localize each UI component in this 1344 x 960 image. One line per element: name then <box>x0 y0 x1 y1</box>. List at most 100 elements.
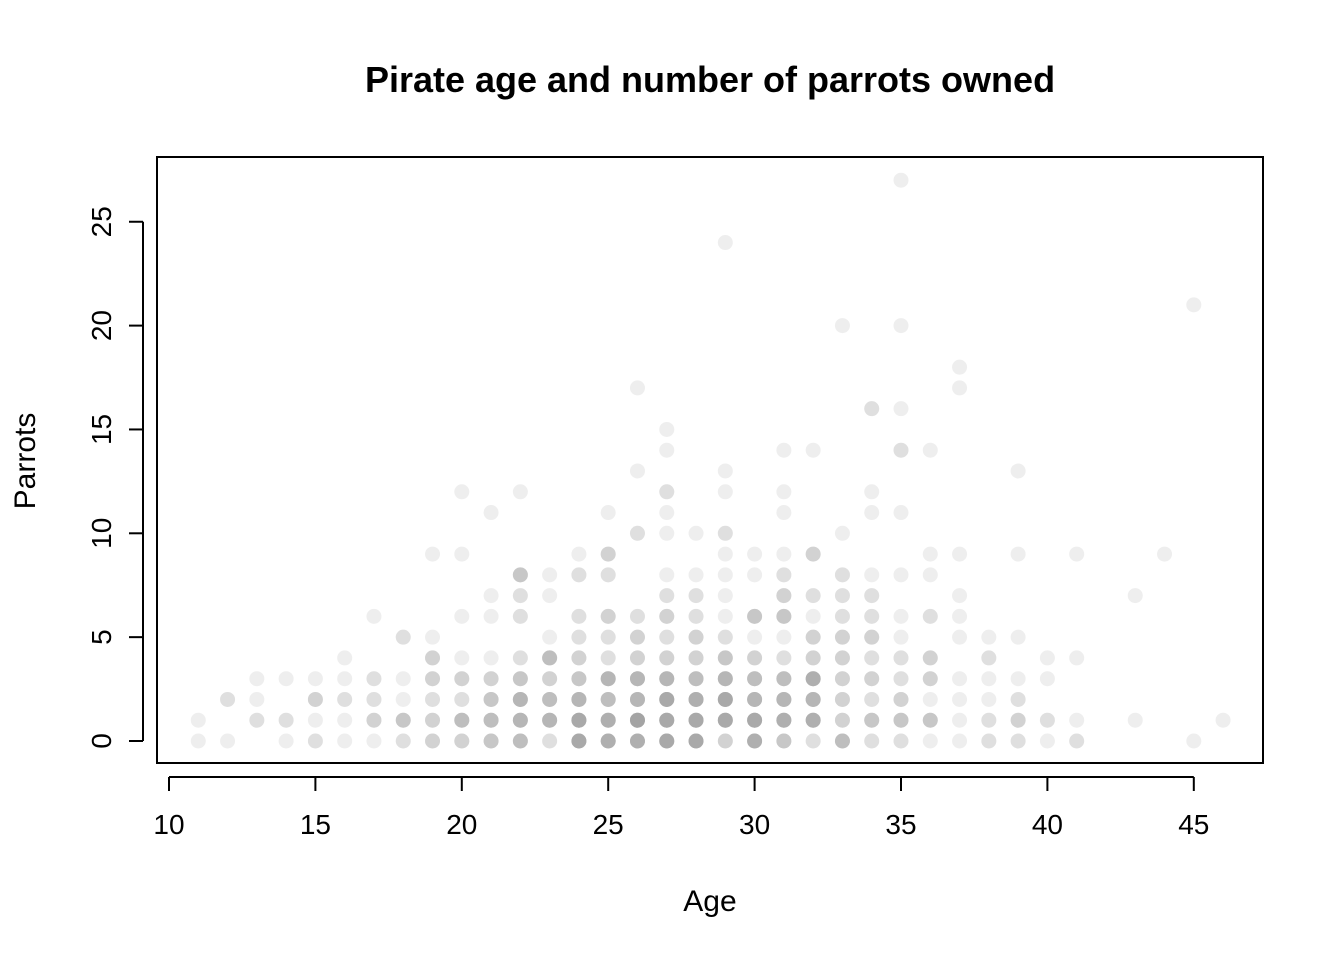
data-point <box>747 691 763 707</box>
data-point <box>688 650 704 666</box>
data-point <box>864 401 880 417</box>
data-point <box>864 629 880 645</box>
data-point <box>805 691 821 707</box>
data-point <box>1039 671 1055 687</box>
data-point <box>717 525 733 541</box>
data-point <box>659 567 675 583</box>
data-point <box>278 671 294 687</box>
data-point <box>893 505 909 521</box>
data-point <box>747 712 763 728</box>
data-point <box>805 712 821 728</box>
data-point <box>659 421 675 437</box>
data-point <box>747 733 763 749</box>
data-point <box>395 733 411 749</box>
data-point <box>659 629 675 645</box>
data-point <box>659 650 675 666</box>
data-point <box>717 691 733 707</box>
data-point <box>688 712 704 728</box>
data-point <box>512 733 528 749</box>
data-point <box>717 525 733 541</box>
data-point <box>542 712 558 728</box>
data-point <box>688 712 704 728</box>
data-point <box>834 733 850 749</box>
data-point <box>337 733 353 749</box>
y-tick-label: 5 <box>86 629 117 645</box>
data-point <box>483 650 499 666</box>
data-point <box>805 650 821 666</box>
data-point <box>629 733 645 749</box>
data-point <box>717 712 733 728</box>
data-point <box>747 712 763 728</box>
data-point <box>893 401 909 417</box>
data-point <box>425 691 441 707</box>
data-point <box>805 712 821 728</box>
data-point <box>629 733 645 749</box>
data-point <box>688 712 704 728</box>
data-point <box>981 691 997 707</box>
data-point <box>512 567 528 583</box>
data-point <box>571 691 587 707</box>
data-point <box>571 712 587 728</box>
data-point <box>893 733 909 749</box>
data-point <box>688 629 704 645</box>
data-point <box>805 691 821 707</box>
data-point <box>805 671 821 687</box>
data-point <box>454 712 470 728</box>
data-point <box>864 629 880 645</box>
data-point <box>629 712 645 728</box>
data-point <box>688 712 704 728</box>
data-point <box>659 588 675 604</box>
x-tick-label: 10 <box>153 809 184 840</box>
data-point <box>629 671 645 687</box>
data-point <box>776 650 792 666</box>
data-point <box>1010 671 1026 687</box>
data-point <box>893 691 909 707</box>
data-point <box>747 733 763 749</box>
data-point <box>600 546 616 562</box>
data-point <box>307 712 323 728</box>
data-point <box>776 442 792 458</box>
y-tick-label: 15 <box>86 414 117 445</box>
data-point <box>454 712 470 728</box>
data-point <box>747 608 763 624</box>
data-point <box>834 733 850 749</box>
data-point <box>571 671 587 687</box>
data-point <box>717 671 733 687</box>
chart-title: Pirate age and number of parrots owned <box>365 59 1055 100</box>
data-point <box>659 650 675 666</box>
data-point <box>747 712 763 728</box>
data-point <box>483 733 499 749</box>
data-point <box>864 629 880 645</box>
data-point <box>1010 629 1026 645</box>
data-point <box>776 733 792 749</box>
data-point <box>571 691 587 707</box>
data-point <box>834 629 850 645</box>
data-point <box>629 671 645 687</box>
data-point <box>571 691 587 707</box>
data-point <box>747 733 763 749</box>
data-point <box>776 733 792 749</box>
data-point <box>1186 297 1202 313</box>
data-point <box>805 546 821 562</box>
data-point <box>952 608 968 624</box>
data-point <box>1069 712 1085 728</box>
data-point <box>1186 733 1202 749</box>
data-point <box>747 650 763 666</box>
data-point <box>659 608 675 624</box>
data-point <box>571 671 587 687</box>
data-point <box>834 712 850 728</box>
data-point <box>834 608 850 624</box>
data-point <box>805 671 821 687</box>
data-point <box>483 712 499 728</box>
data-point <box>1010 712 1026 728</box>
data-point <box>395 712 411 728</box>
data-point <box>805 608 821 624</box>
data-point <box>659 712 675 728</box>
data-point <box>307 733 323 749</box>
data-point <box>512 484 528 500</box>
data-point <box>600 733 616 749</box>
data-point <box>483 712 499 728</box>
data-point <box>747 712 763 728</box>
data-point <box>1069 733 1085 749</box>
data-point <box>512 588 528 604</box>
